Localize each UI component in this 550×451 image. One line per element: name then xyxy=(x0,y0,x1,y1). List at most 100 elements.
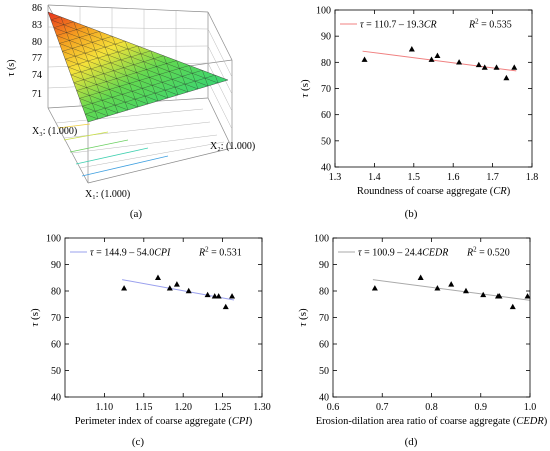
panel-b-y-tick-label: 90 xyxy=(321,32,331,43)
panel-a-mesh-line xyxy=(59,43,189,93)
panel-d-data-point xyxy=(371,285,378,291)
panel-c-y-tick-label: 80 xyxy=(51,287,61,298)
panel-c-scatter-chart: 40 50 60 70 80 90 100 1.10 1.15 1.20 1.25 1.30 τ = 1… xyxy=(29,234,271,428)
panel-a-mesh-line xyxy=(62,51,179,96)
panel-b-y-tick-label: 60 xyxy=(321,110,331,121)
panel-c-y-tick-label: 90 xyxy=(51,260,61,271)
panel-d-data-point xyxy=(462,287,469,294)
panel-c-y-tick-label: 60 xyxy=(51,340,61,351)
panel-b-data-point xyxy=(481,64,488,70)
panel-b-y-axis-label-var: τ xyxy=(299,93,311,98)
panel-d-equation-var: CEDR xyxy=(422,248,448,259)
panel-b-fit-line xyxy=(362,50,517,72)
panel-b-data-point xyxy=(361,56,368,62)
panel-d-equation-lhs: τ xyxy=(358,248,362,259)
panel-c-x-axis-label-end: ) xyxy=(249,416,253,427)
panel-a-mesh-line xyxy=(76,60,177,91)
panel-c-label: (c) xyxy=(132,436,145,448)
panel-d-y-axis-label-var: τ xyxy=(297,322,309,327)
panel-d-data-point xyxy=(496,293,503,299)
panel-b-equation-var: CR xyxy=(424,20,437,31)
panel-b-r2-label: R xyxy=(468,20,475,31)
panel-c-data-point xyxy=(215,293,222,299)
panel-b-data-point xyxy=(428,56,435,62)
panel-a-axis-label-x1: X₁: (1.000) xyxy=(85,189,130,200)
panel-c-data-point xyxy=(229,293,236,299)
panel-c-data-point xyxy=(185,287,192,294)
panel-b-data-point xyxy=(511,64,518,70)
panel-b-equation-rhs: = 110.7 – 19.3 xyxy=(364,20,424,31)
panel-a-axis-label-x2: X₂: (1.000) xyxy=(210,141,255,152)
panel-a-mesh-line xyxy=(73,82,139,108)
panel-b-y-tick-label: 40 xyxy=(321,163,331,174)
panel-a-mesh-line xyxy=(99,31,129,111)
panel-d-r2-label: R xyxy=(466,248,473,259)
panel-b-equation: τ = 110.7 – 19.3CR xyxy=(360,20,437,31)
panel-b-equation-lhs: τ xyxy=(360,20,364,31)
panel-a-mesh-line xyxy=(50,16,61,21)
panel-d-data-point xyxy=(434,285,441,291)
panel-b-y-axis-label: τ (s) xyxy=(299,79,311,98)
panel-a-z-ticks: 86 83 80 77 74 71 xyxy=(32,3,42,100)
panel-b-x-tick-label: 1.6 xyxy=(447,172,460,183)
panel-a-z-tick-label: 80 xyxy=(32,37,42,48)
panel-c-y-tick-label: 100 xyxy=(46,234,61,245)
panel-b-r-squared: R2 = 0.535 xyxy=(468,18,512,31)
panel-c-y-axis-label-unit: (s) xyxy=(29,308,41,323)
panel-d-data-point xyxy=(524,293,531,299)
panel-c-equation-lhs: τ xyxy=(90,248,94,259)
panel-d-y-tick-label: 100 xyxy=(314,234,329,245)
panel-c-x-axis-label-text: Perimeter index of coarse aggregate ( xyxy=(75,416,233,427)
panel-a-z-tick-label: 77 xyxy=(32,53,42,64)
panel-d-data-point xyxy=(480,291,487,298)
panel-b-r2-exp: 2 xyxy=(475,18,479,26)
panel-c-y-axis-label: τ (s) xyxy=(29,308,41,327)
panel-b-label: (b) xyxy=(405,208,418,220)
panel-d-scatter-chart: 40 50 60 70 80 90 100 0.6 0.7 0.8 0.9 1.0 τ = 100.9 … xyxy=(297,234,548,428)
panel-c-data-point xyxy=(166,285,173,291)
panel-c-data-point xyxy=(121,285,128,291)
panel-b-data-point xyxy=(434,52,441,58)
panel-d-r-squared: R2 = 0.520 xyxy=(466,246,510,259)
panel-c-data-point xyxy=(173,281,180,287)
panel-d-y-tick-label: 50 xyxy=(319,366,329,377)
panel-d-y-axis-label: τ (s) xyxy=(297,308,309,327)
panel-b-x-axis-label-end: ) xyxy=(507,186,511,197)
panel-b-y-axis-label-unit: (s) xyxy=(299,79,311,94)
panel-a-mesh-line xyxy=(67,66,159,102)
panel-a-mesh-line xyxy=(79,98,119,114)
panel-a-mesh-line xyxy=(50,19,219,84)
panel-a-z-tick-label: 71 xyxy=(32,89,42,100)
panel-d-y-axis-label-unit: (s) xyxy=(297,308,309,323)
panel-b-y-tick-label: 70 xyxy=(321,84,331,95)
panel-d-equation-rhs: = 100.9 – 24.4 xyxy=(362,248,423,259)
panel-a-mesh-line xyxy=(85,74,216,115)
panel-a-mesh-line xyxy=(53,27,209,87)
panel-c-data-point xyxy=(204,291,211,298)
panel-d-y-tick-label: 40 xyxy=(319,393,329,404)
panel-d-y-tick-label: 70 xyxy=(319,313,329,324)
panel-b-data-point xyxy=(503,74,510,81)
panel-b-x-tick-label: 1.4 xyxy=(368,172,381,183)
panel-a-mesh-line xyxy=(163,55,179,96)
panel-a-mesh-line xyxy=(112,36,139,108)
panel-d-x-tick-label: 0.9 xyxy=(475,402,488,413)
panel-b-data-point xyxy=(493,64,500,70)
panel-c-y-tick-label: 40 xyxy=(51,393,61,404)
panel-a-z-tick-label: 74 xyxy=(32,70,42,81)
panel-a-mesh-line xyxy=(85,114,99,120)
panel-b-r2-value: = 0.535 xyxy=(479,20,512,31)
panel-a-mesh-line xyxy=(86,26,119,114)
panel-c-x-axis-label: Perimeter index of coarse aggregate (CPI… xyxy=(75,416,253,427)
panel-c-x-tick-label: 1.10 xyxy=(96,402,114,413)
panel-a-surface xyxy=(47,11,229,123)
panel-a-axis-label-x3: X₃: (1.000) xyxy=(32,126,77,137)
panel-d-x-axis-label-var: CEDR xyxy=(516,416,544,427)
panel-c-r2-exp: 2 xyxy=(205,246,209,254)
panel-a-mesh-line xyxy=(189,65,199,90)
panel-a-mesh-line xyxy=(60,16,99,120)
panel-b-y-tick-label: 100 xyxy=(316,6,331,17)
panel-c-y-axis-label-var: τ xyxy=(29,322,41,327)
panel-d-x-axis-label-text: Erosion-dilation area ratio of coarse ag… xyxy=(316,416,517,427)
panel-c-y-tick-label: 50 xyxy=(51,366,61,377)
